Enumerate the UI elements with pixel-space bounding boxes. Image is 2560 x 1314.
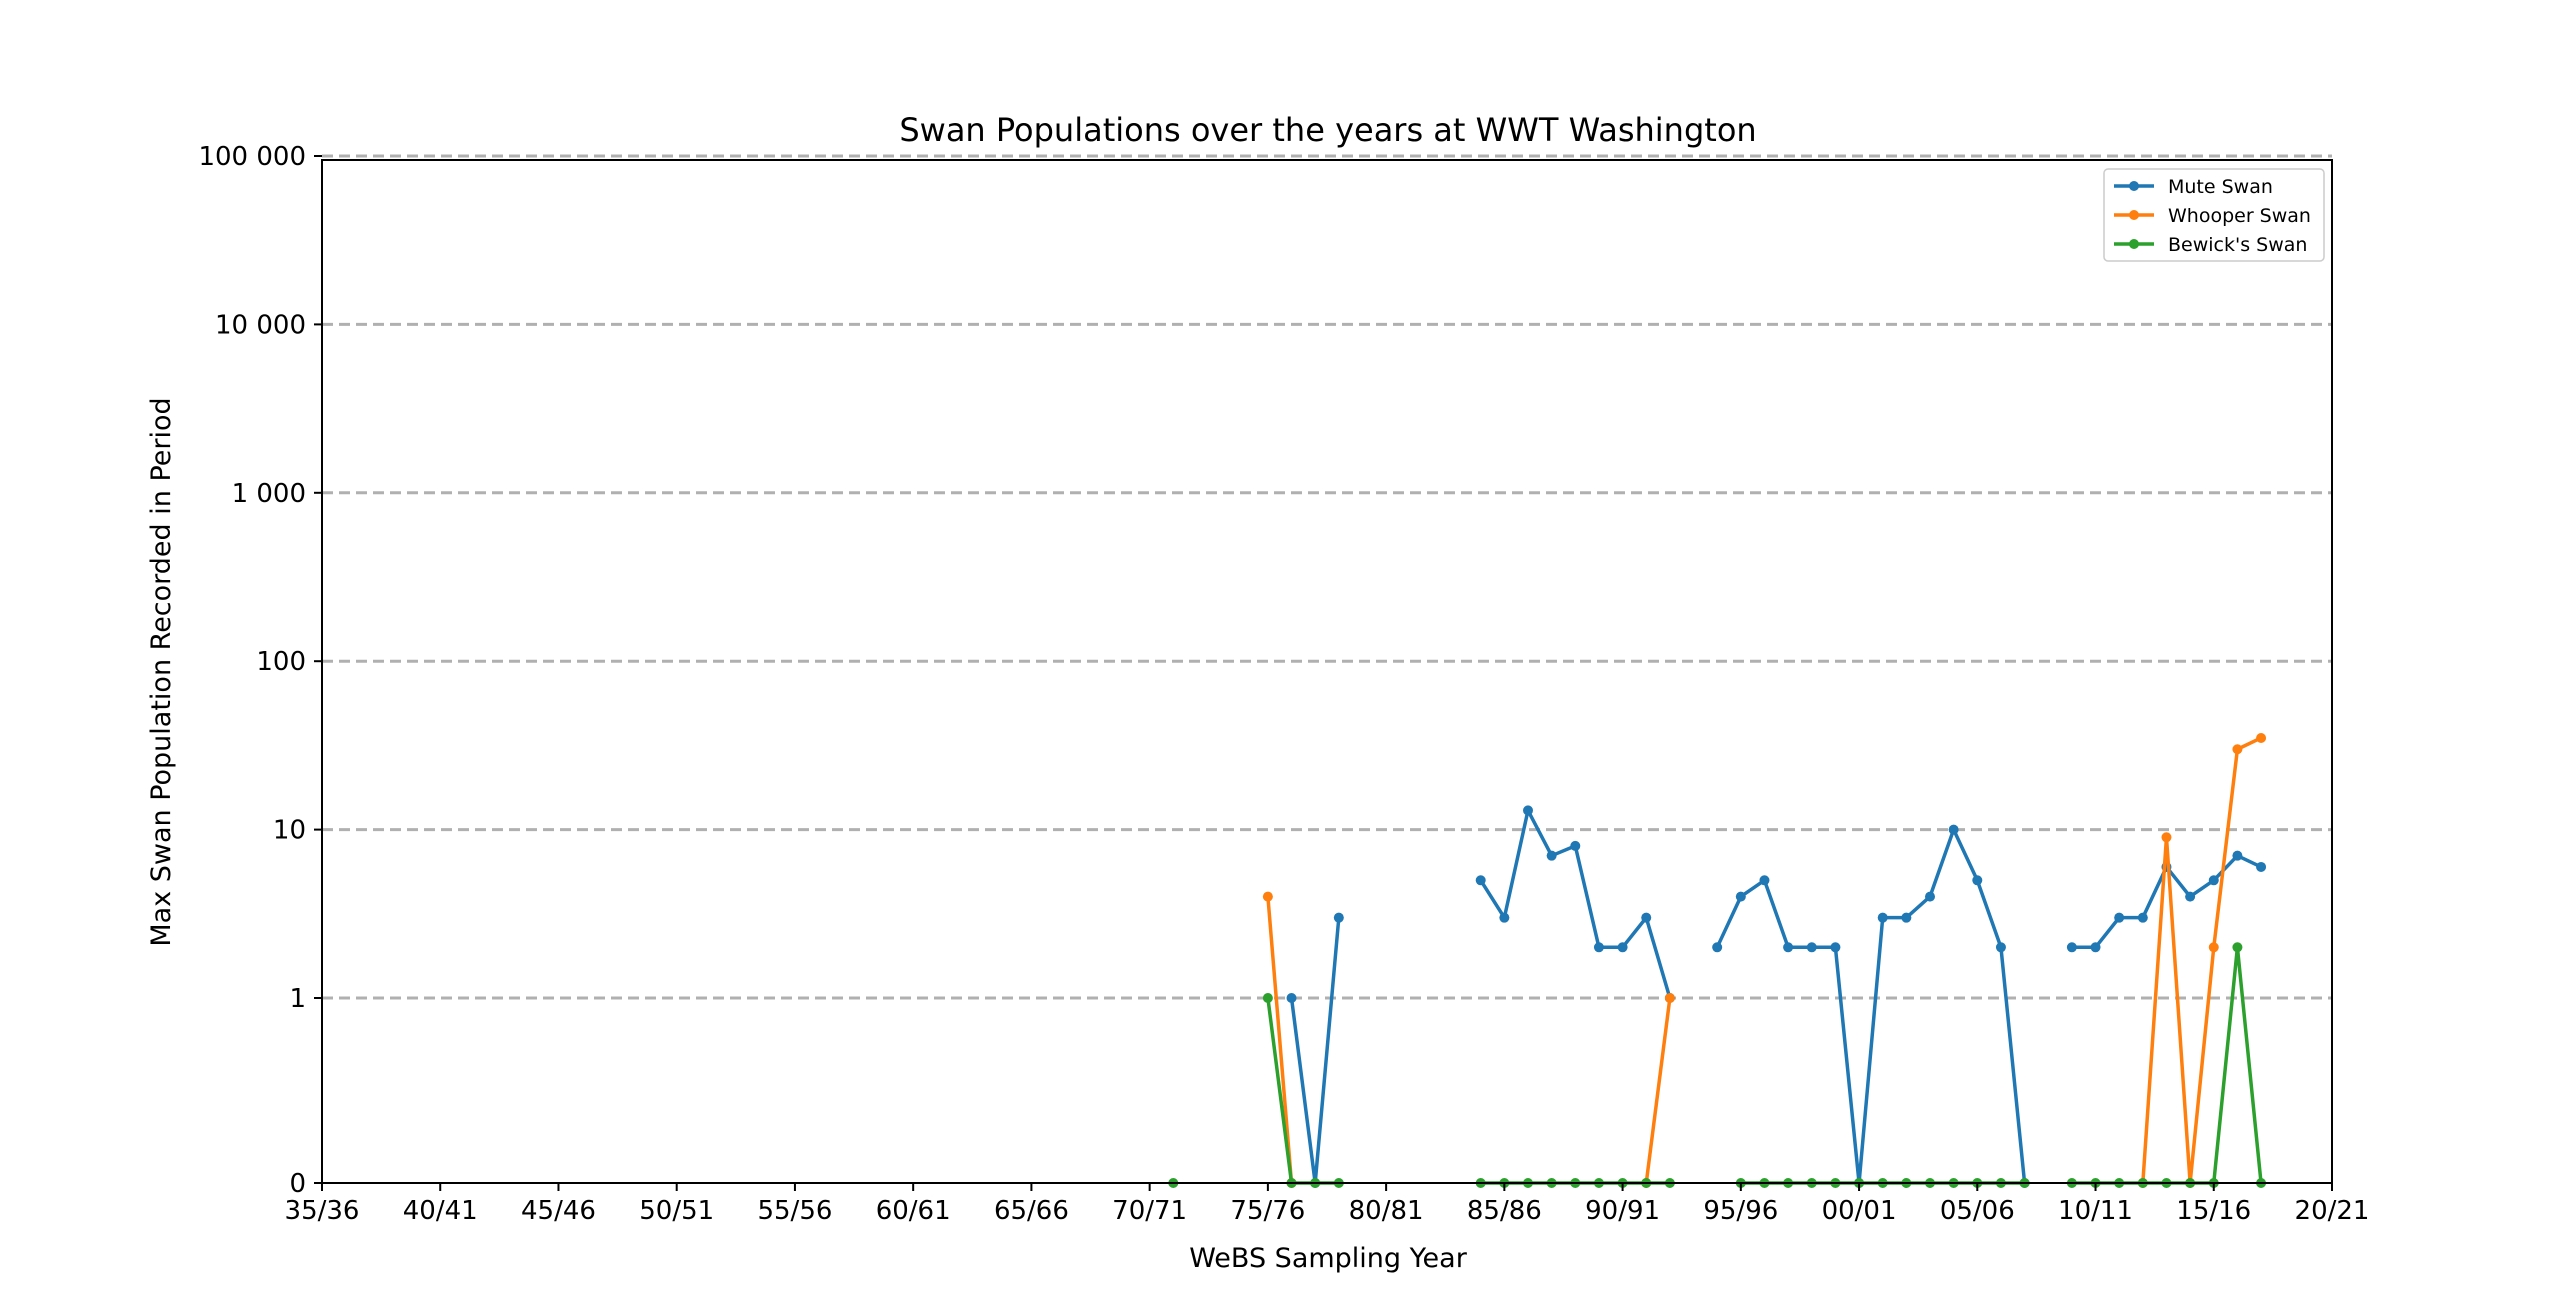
series-line-whooper-swan	[1644, 997, 1672, 1184]
plot-frame	[321, 159, 2333, 1184]
series-whooper-swan	[1262, 732, 2267, 1188]
data-point-bewick-s-swan	[2232, 942, 2243, 953]
data-point-mute-swan	[1546, 850, 1557, 861]
series-line-whooper-swan	[2141, 736, 2262, 1185]
series-line-mute-swan	[1479, 808, 1672, 999]
data-point-mute-swan	[1570, 840, 1581, 851]
legend-label-bewick-s-swan: Bewick's Swan	[2168, 234, 2307, 256]
legend-marker-mute-swan	[2129, 181, 2139, 191]
grid-lines	[322, 154, 2332, 1000]
x-tick-label: 70/71	[1112, 1196, 1187, 1226]
y-tick-label: 10 000	[215, 310, 306, 340]
data-point-mute-swan	[2185, 891, 2196, 902]
x-tick-label: 65/66	[994, 1196, 1069, 1226]
data-point-whooper-swan	[2232, 744, 2243, 755]
y-axis: 0 1 10 100 1 000 10 000 100 000	[198, 142, 322, 1199]
series-line-mute-swan	[1289, 917, 1341, 1185]
legend-marker-whooper-swan	[2129, 210, 2139, 220]
data-point-mute-swan	[2232, 850, 2243, 861]
legend: Mute Swan Whooper Swan Bewick's Swan	[2103, 168, 2325, 262]
series-line-mute-swan	[1715, 827, 2027, 1185]
data-point-mute-swan	[1830, 942, 1841, 953]
y-tick-label: 10	[273, 816, 306, 846]
x-tick-label: 15/16	[2176, 1196, 2251, 1226]
legend-label-mute-swan: Mute Swan	[2168, 176, 2273, 198]
data-point-mute-swan	[1475, 875, 1486, 886]
x-tick-label: 20/21	[2295, 1196, 2370, 1226]
data-point-mute-swan	[1948, 824, 1959, 835]
data-point-whooper-swan	[2256, 732, 2267, 743]
data-point-mute-swan	[1333, 912, 1344, 923]
data-point-whooper-swan	[1262, 891, 1273, 902]
x-tick-label: 00/01	[1822, 1196, 1897, 1226]
series-line-whooper-swan	[1266, 896, 1294, 1184]
data-point-mute-swan	[1712, 942, 1723, 953]
x-axis: 35/36 40/41 45/46 50/51 55/56 60/61 65/66 70/71…	[285, 1183, 2370, 1226]
data-point-mute-swan	[1877, 912, 1888, 923]
y-axis-label: Max Swan Population Recorded in Period	[146, 397, 177, 946]
data-point-mute-swan	[2066, 942, 2077, 953]
series-layer	[1168, 732, 2267, 1188]
x-tick-label: 75/76	[1230, 1196, 1305, 1226]
x-tick-label: 40/41	[403, 1196, 478, 1226]
data-point-mute-swan	[1806, 942, 1817, 953]
data-point-mute-swan	[1901, 912, 1912, 923]
data-point-mute-swan	[1593, 942, 1604, 953]
data-point-whooper-swan	[1664, 993, 1675, 1003]
data-point-mute-swan	[1735, 891, 1746, 902]
y-tick-label: 0	[289, 1169, 306, 1199]
data-point-mute-swan	[1759, 875, 1770, 886]
x-tick-label: 35/36	[285, 1196, 360, 1226]
data-point-mute-swan	[1641, 912, 1652, 923]
legend-label-whooper-swan: Whooper Swan	[2168, 205, 2311, 227]
data-point-mute-swan	[1286, 993, 1297, 1003]
x-tick-label: 95/96	[1703, 1196, 1778, 1226]
data-point-mute-swan	[1523, 805, 1533, 816]
x-tick-label: 80/81	[1349, 1196, 1424, 1226]
x-tick-label: 90/91	[1585, 1196, 1660, 1226]
data-point-mute-swan	[1995, 942, 2006, 953]
x-tick-label: 85/86	[1467, 1196, 1542, 1226]
chart-title: Swan Populations over the years at WWT W…	[899, 111, 1756, 149]
legend-marker-bewick-s-swan	[2129, 239, 2139, 249]
data-point-whooper-swan	[2161, 832, 2172, 843]
data-point-mute-swan	[1499, 912, 1510, 923]
y-tick-label: 1 000	[232, 479, 306, 509]
legend-box	[2103, 168, 2325, 262]
x-tick-label: 05/06	[1940, 1196, 2015, 1226]
series-line-bewick-s-swan	[2071, 945, 2263, 1185]
data-point-mute-swan	[2208, 875, 2219, 886]
data-point-mute-swan	[2090, 942, 2101, 953]
y-tick-label: 1	[289, 984, 306, 1014]
y-tick-label: 100 000	[198, 142, 306, 172]
data-point-bewick-s-swan	[1262, 993, 1273, 1003]
data-point-mute-swan	[1617, 942, 1628, 953]
data-point-mute-swan	[1972, 875, 1983, 886]
data-point-mute-swan	[1783, 942, 1794, 953]
y-tick-label: 100	[256, 647, 306, 677]
x-tick-label: 55/56	[757, 1196, 832, 1226]
data-point-mute-swan	[2256, 861, 2267, 872]
data-point-whooper-swan	[2208, 942, 2219, 953]
data-point-mute-swan	[1925, 891, 1935, 902]
x-tick-label: 45/46	[521, 1196, 596, 1226]
x-tick-label: 10/11	[2058, 1196, 2133, 1226]
x-tick-label: 50/51	[639, 1196, 714, 1226]
x-axis-label: WeBS Sampling Year	[1189, 1243, 1468, 1274]
data-point-mute-swan	[2137, 912, 2148, 923]
data-point-mute-swan	[2114, 912, 2125, 923]
x-tick-label: 60/61	[876, 1196, 951, 1226]
